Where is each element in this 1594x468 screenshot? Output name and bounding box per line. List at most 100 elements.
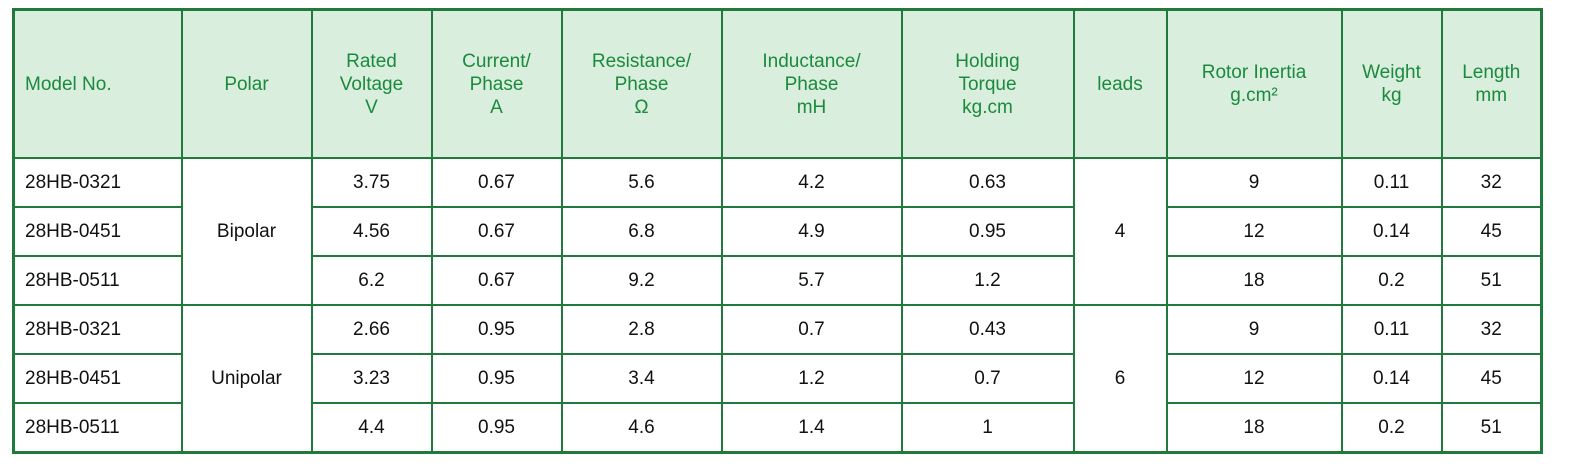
header-line: Ω — [634, 96, 649, 118]
table-cell: 2.8 — [560, 304, 723, 355]
header-line: leads — [1097, 73, 1143, 95]
header-line: kg — [1381, 85, 1402, 106]
table-cell: 6.2 — [310, 255, 433, 306]
table-cell: 0.14 — [1340, 206, 1443, 257]
table-cell: 4.2 — [720, 157, 903, 208]
header-row: Model No. Polar Rated Voltage V Current/Phase… — [12, 8, 1543, 159]
table-cell: 6.8 — [560, 206, 723, 257]
table-cell: 0.14 — [1340, 353, 1443, 404]
table-cell: 28HB-0321 — [12, 304, 183, 355]
table-row: 28HB-0511 6.2 0.67 9.2 5.7 1.2 18 0.2 51 — [12, 255, 1543, 306]
header-cell: Length mm — [1440, 8, 1543, 159]
table-cell: 0.11 — [1340, 304, 1443, 355]
table-cell: 28HB-0321 — [12, 157, 183, 208]
table-cell: 4.6 — [560, 402, 723, 454]
table-cell: 0.67 — [430, 157, 563, 208]
table-cell: Bipolar — [180, 157, 313, 306]
table-cell: 0.67 — [430, 206, 563, 257]
table-cell: 9 — [1165, 157, 1343, 208]
header-line: Inductance/ — [762, 50, 861, 72]
table-row: 28HB-0451 4.56 0.67 6.8 4.9 0.95 12 0.14 45 — [12, 206, 1543, 257]
table-cell: 28HB-0451 — [12, 206, 183, 257]
table-cell: 51 — [1440, 255, 1543, 306]
header-line: Current/ — [462, 50, 531, 72]
header-line: Torque — [958, 73, 1017, 95]
table-cell: 45 — [1440, 206, 1543, 257]
header-line: g.cm² — [1230, 85, 1278, 106]
header-line: V — [365, 96, 378, 118]
header-line: Holding — [955, 50, 1020, 72]
table-cell: 4.56 — [310, 206, 433, 257]
table-cell: 0.63 — [900, 157, 1075, 208]
table-cell: 1 — [900, 402, 1075, 454]
header-line: Weight — [1362, 62, 1421, 83]
header-line: Phase — [784, 73, 839, 95]
table-cell: 28HB-0451 — [12, 353, 183, 404]
table-cell: 3.4 — [560, 353, 723, 404]
table-cell: 0.67 — [430, 255, 563, 306]
header-line: Rated — [346, 50, 397, 72]
table-cell: 0.7 — [720, 304, 903, 355]
table-cell: 12 — [1165, 206, 1343, 257]
header-cell: Polar — [180, 8, 313, 159]
header-cell: Current/Phase A — [430, 8, 563, 159]
header-cell: Inductance/Phase mH — [720, 8, 903, 159]
table-cell: 9 — [1165, 304, 1343, 355]
table-cell: 6 — [1072, 304, 1168, 454]
header-line: Length — [1462, 62, 1521, 83]
header-line: kg.cm — [962, 96, 1013, 118]
table-cell: 32 — [1440, 157, 1543, 208]
table-cell: 32 — [1440, 304, 1543, 355]
header-line: Phase — [469, 73, 524, 95]
header-cell: leads — [1072, 8, 1168, 159]
table-cell: 18 — [1165, 255, 1343, 306]
table-cell: 0.7 — [900, 353, 1075, 404]
header-line: Rotor Inertia — [1201, 62, 1307, 83]
table-cell: 5.7 — [720, 255, 903, 306]
header-line: Phase — [614, 73, 669, 95]
header-line: Model No. — [25, 73, 112, 95]
header-cell: Rotor Inertia g.cm² — [1165, 8, 1343, 159]
header-line: Resistance/ — [591, 50, 692, 72]
header-cell: Resistance/Phase Ω — [560, 8, 723, 159]
table-cell: 0.95 — [430, 304, 563, 355]
header-cell: Holding Torque kg.cm — [900, 8, 1075, 159]
table-cell: 2.66 — [310, 304, 433, 355]
table-row: 28HB-0321 Unipolar 2.66 0.95 2.8 0.7 0.43 6 9 0.1… — [12, 304, 1543, 454]
header-line: A — [490, 96, 503, 118]
header-line: mH — [796, 96, 827, 118]
table-body: 28HB-0321 Bipolar 3.75 0.67 5.6 4.2 0.63 4 9 0.11… — [12, 157, 1543, 454]
table-cell: 9.2 — [560, 255, 723, 306]
header-line: mm — [1475, 85, 1508, 106]
table-cell: 3.23 — [310, 353, 433, 404]
table-cell: 0.95 — [900, 206, 1075, 257]
table-cell: 0.95 — [430, 353, 563, 404]
table-cell: 28HB-0511 — [12, 402, 183, 454]
table-cell: 0.95 — [430, 402, 563, 454]
table-cell: 0.2 — [1340, 402, 1443, 454]
table-cell: 1.4 — [720, 402, 903, 454]
table-cell: 3.75 — [310, 157, 433, 208]
header-cell: Model No. — [12, 8, 183, 159]
table-cell: 5.6 — [560, 157, 723, 208]
table-cell: 0.43 — [900, 304, 1075, 355]
table-cell: 28HB-0511 — [12, 255, 183, 306]
table-cell: 4 — [1072, 157, 1168, 306]
table-cell: 18 — [1165, 402, 1343, 454]
table-cell: Unipolar — [180, 304, 313, 454]
spec-table: Model No. Polar Rated Voltage V Current/Phase… — [12, 8, 1543, 454]
table-cell: 51 — [1440, 402, 1543, 454]
table-cell: 12 — [1165, 353, 1343, 404]
table-cell: 45 — [1440, 353, 1543, 404]
table-cell: 1.2 — [720, 353, 903, 404]
table-cell: 1.2 — [900, 255, 1075, 306]
header-line: Voltage — [339, 73, 404, 95]
table-row: 28HB-0321 Bipolar 3.75 0.67 5.6 4.2 0.63 4 9 0.11… — [12, 157, 1543, 306]
table-cell: 4.9 — [720, 206, 903, 257]
table-cell: 0.11 — [1340, 157, 1443, 208]
header-cell: Weight kg — [1340, 8, 1443, 159]
header-line: Polar — [224, 73, 269, 95]
header-cell: Rated Voltage V — [310, 8, 433, 159]
table-cell: 0.2 — [1340, 255, 1443, 306]
